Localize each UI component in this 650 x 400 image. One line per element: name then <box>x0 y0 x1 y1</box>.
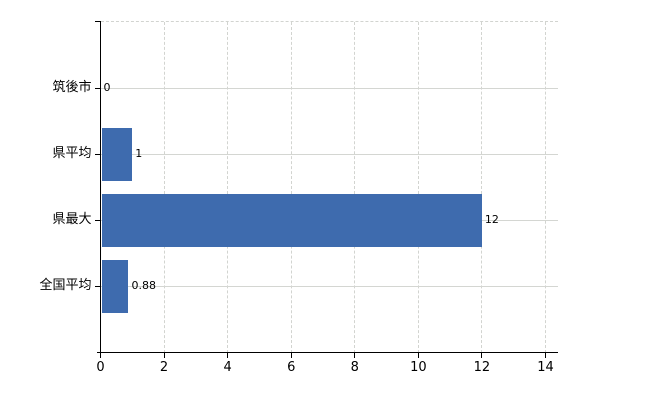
category-label: 全国平均 <box>39 278 92 294</box>
bar-value-label: 0 <box>103 81 111 95</box>
gridline-horizontal <box>100 153 558 155</box>
bar-value-label: 12 <box>484 213 499 227</box>
gridline-top <box>100 21 558 22</box>
x-axis-tick <box>290 352 292 358</box>
gridline-vertical <box>545 22 546 353</box>
y-axis-tick <box>94 285 101 287</box>
bar-value-label: 0.88 <box>131 279 156 293</box>
x-axis-tick <box>227 352 229 358</box>
x-axis-tick <box>100 352 101 358</box>
gridline-vertical <box>227 22 229 353</box>
bar <box>101 259 129 313</box>
x-axis-tick <box>481 352 483 358</box>
y-axis-tick <box>94 153 101 155</box>
x-tick-label: 4 <box>223 359 232 375</box>
x-axis-tick <box>163 352 165 358</box>
y-axis-tick <box>94 87 101 89</box>
y-axis <box>99 21 102 353</box>
gridline-horizontal <box>100 285 558 287</box>
x-tick-label: 8 <box>350 359 359 375</box>
y-axis-top-tick <box>94 21 101 22</box>
x-tick-label: 2 <box>159 359 169 375</box>
category-label: 県平均 <box>52 146 92 162</box>
gridline-horizontal <box>100 87 558 89</box>
x-tick-label: 14 <box>537 359 554 375</box>
category-label: 県最大 <box>52 212 92 228</box>
x-axis-tick <box>417 352 419 358</box>
x-tick-label: 6 <box>287 359 296 375</box>
bar <box>101 127 133 181</box>
y-axis-tick <box>94 219 101 221</box>
x-axis-tick <box>354 352 356 358</box>
gridline-vertical <box>417 22 419 353</box>
x-axis-tick <box>545 352 546 358</box>
x-tick-label: 0 <box>96 359 105 375</box>
x-axis <box>96 351 558 354</box>
bar <box>101 193 482 247</box>
x-tick-label: 10 <box>410 359 427 375</box>
x-tick-label: 12 <box>473 359 491 375</box>
gridline-vertical <box>481 22 483 353</box>
gridline-vertical <box>163 22 165 353</box>
gridline-vertical <box>354 22 356 353</box>
gridline-vertical <box>290 22 292 353</box>
category-label: 筑後市 <box>52 80 92 96</box>
bar-value-label: 1 <box>135 147 143 161</box>
